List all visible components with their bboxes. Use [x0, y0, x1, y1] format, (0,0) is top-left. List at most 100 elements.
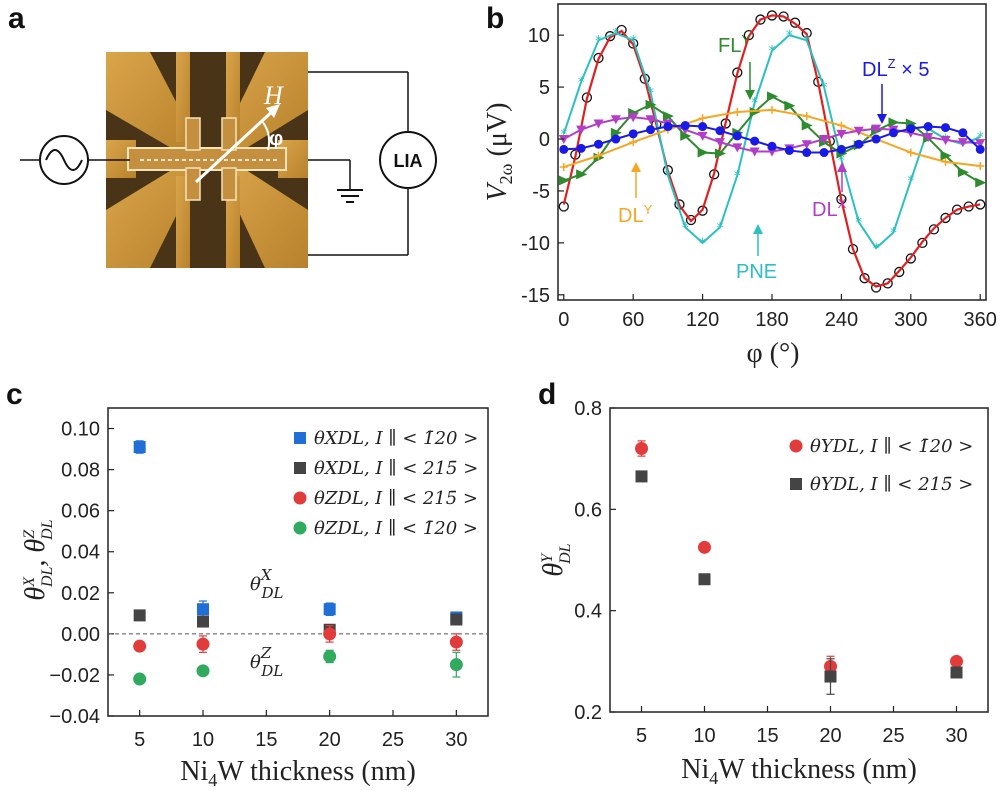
series-b-fly: [558, 91, 987, 188]
panel-b: b ************************* 060120180240…: [482, 2, 997, 369]
data-point: [645, 99, 657, 110]
data-point: *: [630, 33, 637, 49]
y-tick-label: 0.06: [61, 501, 100, 523]
annotation-fly: FLY: [718, 32, 755, 100]
panel-label-a: a: [8, 2, 25, 35]
data-point: [802, 148, 812, 158]
data-point: [635, 442, 648, 456]
data-point: [836, 129, 847, 139]
data-point: [733, 108, 742, 117]
x-tick-label: 5: [134, 729, 145, 751]
annotation-theta-z: θZ DL: [250, 644, 283, 680]
lia-label: LIA: [394, 151, 423, 171]
data-point: [801, 120, 813, 131]
data-point: *: [803, 33, 810, 49]
x-axis-label-d: Ni4W thickness (nm): [681, 754, 917, 788]
data-point: [950, 666, 963, 679]
data-point: [576, 143, 586, 153]
x-tick-label: 10: [192, 729, 214, 751]
data-point: [323, 649, 337, 663]
series-b-dly: [559, 105, 985, 172]
data-point: *: [838, 153, 845, 169]
data-point: [767, 91, 778, 102]
data-point: *: [734, 168, 741, 184]
y-tick-label-b: 5: [539, 77, 550, 99]
data-point: [917, 237, 928, 249]
data-point: [888, 117, 900, 128]
data-point: [819, 148, 829, 158]
data-point: [698, 573, 711, 586]
legend-label: θZDL, I ∥ < 215̄ >: [314, 488, 478, 509]
svg-text:DLZ × 5: DLZ × 5: [862, 56, 929, 81]
legend-marker: [294, 462, 306, 474]
x-tick-label: 30: [945, 725, 967, 747]
svg-text:PNE: PNE: [736, 261, 777, 283]
data-point: [714, 138, 725, 148]
y-tick-label: 0.4: [574, 601, 602, 623]
device-micrograph: H φ: [106, 52, 308, 268]
angle-label: φ: [269, 128, 283, 150]
data-point: [698, 122, 708, 132]
panel-d: d 5 10 15 20 25 30 0.2 0.4 0.6 0.8 Ni4W thickness…: [538, 378, 989, 788]
x-tick-label: 15: [255, 729, 277, 751]
legend-d: θYDL, I ∥ < 1̄20 > θYDL, I ∥ < 215̄ >: [789, 436, 973, 495]
y-tick-label: 0.10: [61, 419, 100, 441]
legend-marker: [790, 478, 802, 490]
series-line: [562, 31, 981, 250]
data-point: *: [716, 220, 723, 236]
data-point: [870, 282, 882, 293]
x-axis-label-b: φ (°): [746, 338, 799, 369]
data-point: [576, 125, 587, 135]
legend-marker: [293, 521, 307, 535]
data-point: *: [907, 174, 914, 190]
data-point: *: [560, 127, 567, 143]
annotation-theta-x: θX DL: [250, 566, 284, 602]
data-point: *: [664, 168, 671, 184]
y-axis-label-d: θYDL: [538, 543, 574, 576]
x-tick-label: 15: [756, 725, 778, 747]
x-tick-label: 25: [882, 725, 904, 747]
y-tick-label: 0.08: [61, 460, 100, 482]
data-point: [323, 627, 337, 641]
plot-frame-d: [609, 407, 989, 713]
data-point: [628, 113, 639, 123]
panel-label-b: b: [486, 2, 504, 35]
data-point: [750, 136, 760, 146]
data-point: [859, 273, 870, 284]
data-point: [697, 147, 709, 158]
data-point: [768, 105, 776, 114]
y-axis-label-c: θXDL, θZDL: [20, 519, 56, 600]
data-point: [558, 175, 570, 186]
svg-text:DLX: DLX: [812, 196, 847, 221]
legend-label: θYDL, I ∥ < 215̄ >: [810, 474, 973, 495]
x-tick-label-b: 360: [964, 309, 997, 331]
data-point: [593, 119, 604, 129]
x-tick-label: 30: [445, 729, 467, 751]
y-tick-label: 0.2: [574, 702, 602, 724]
data-point: *: [786, 28, 793, 44]
field-arrow: [194, 106, 278, 184]
data-point: [645, 115, 656, 125]
data-point: [646, 125, 656, 135]
data-point: [975, 144, 985, 154]
data-point: *: [612, 26, 619, 42]
y-tick-label-b: 10: [528, 25, 550, 47]
legend-label: θXDL, I ∥ < 215̄ >: [314, 458, 478, 479]
panel-label-c: c: [6, 378, 23, 411]
data-point: [680, 121, 690, 131]
data-point: [882, 278, 893, 289]
data-point: [854, 139, 864, 149]
data-point: [784, 145, 794, 155]
y-tick-label: 0.00: [61, 624, 100, 646]
annotation-dlx: DLX: [812, 162, 847, 221]
data-point: [941, 123, 951, 133]
data-point: [928, 224, 940, 235]
x-axis-label-c: Ni4W thickness (nm): [180, 756, 416, 790]
legend-label: θYDL, I ∥ < 1̄20 >: [810, 436, 973, 457]
data-point: [801, 140, 812, 150]
ground-icon: [308, 159, 363, 203]
data-point: [662, 111, 674, 122]
data-point: [950, 654, 963, 668]
data-point: [894, 266, 905, 278]
annotation-dlz: DLZ × 5: [862, 56, 929, 124]
